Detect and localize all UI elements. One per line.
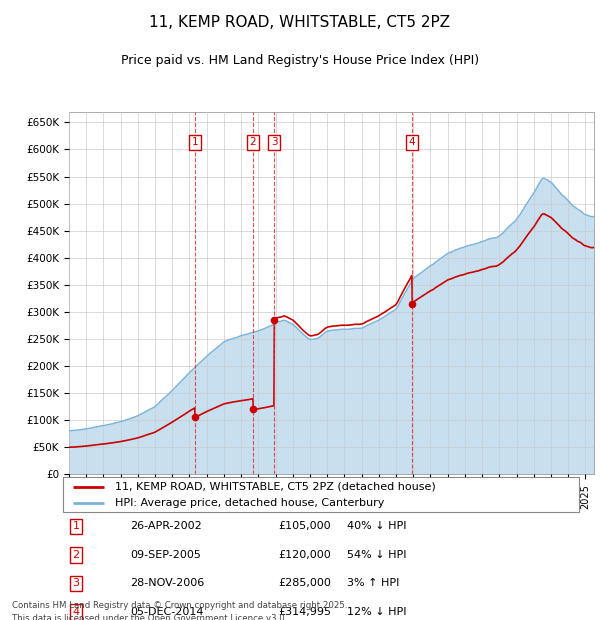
Text: Price paid vs. HM Land Registry's House Price Index (HPI): Price paid vs. HM Land Registry's House …	[121, 54, 479, 67]
Text: 4: 4	[73, 607, 79, 617]
Text: 26-APR-2002: 26-APR-2002	[130, 521, 202, 531]
Text: 1: 1	[191, 138, 199, 148]
Text: £105,000: £105,000	[278, 521, 331, 531]
Text: 40% ↓ HPI: 40% ↓ HPI	[347, 521, 406, 531]
Text: 54% ↓ HPI: 54% ↓ HPI	[347, 550, 406, 560]
Text: £285,000: £285,000	[278, 578, 331, 588]
Text: 11, KEMP ROAD, WHITSTABLE, CT5 2PZ (detached house): 11, KEMP ROAD, WHITSTABLE, CT5 2PZ (deta…	[115, 482, 436, 492]
Text: 3% ↑ HPI: 3% ↑ HPI	[347, 578, 399, 588]
Text: 11, KEMP ROAD, WHITSTABLE, CT5 2PZ: 11, KEMP ROAD, WHITSTABLE, CT5 2PZ	[149, 15, 451, 30]
FancyBboxPatch shape	[63, 477, 579, 512]
Text: 28-NOV-2006: 28-NOV-2006	[130, 578, 205, 588]
Text: 09-SEP-2005: 09-SEP-2005	[130, 550, 201, 560]
Text: 4: 4	[409, 138, 415, 148]
Text: 1: 1	[73, 521, 79, 531]
Text: 2: 2	[250, 138, 256, 148]
Text: Contains HM Land Registry data © Crown copyright and database right 2025.: Contains HM Land Registry data © Crown c…	[12, 601, 347, 610]
Text: This data is licensed under the Open Government Licence v3.0.: This data is licensed under the Open Gov…	[12, 614, 287, 620]
Text: £314,995: £314,995	[278, 607, 331, 617]
Text: 12% ↓ HPI: 12% ↓ HPI	[347, 607, 406, 617]
Text: 3: 3	[73, 578, 79, 588]
Text: 2: 2	[73, 550, 79, 560]
Text: 05-DEC-2014: 05-DEC-2014	[130, 607, 203, 617]
Text: 3: 3	[271, 138, 277, 148]
Text: £120,000: £120,000	[278, 550, 331, 560]
Text: HPI: Average price, detached house, Canterbury: HPI: Average price, detached house, Cant…	[115, 498, 384, 508]
